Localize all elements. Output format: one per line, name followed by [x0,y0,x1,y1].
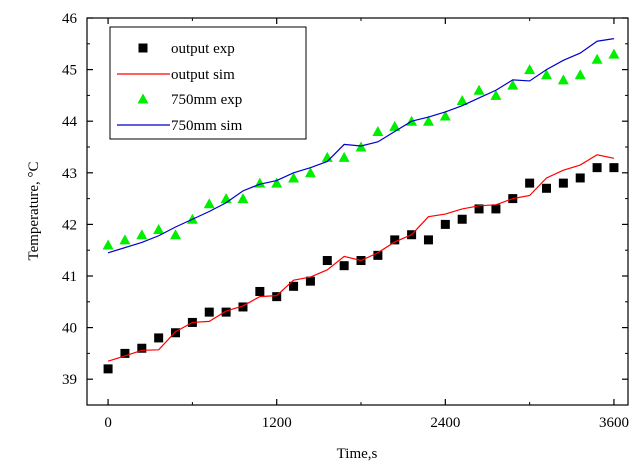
data-point [136,229,148,240]
series-0 [103,163,619,374]
data-point [440,219,450,229]
data-point [237,193,249,204]
data-point [137,343,147,353]
data-point [525,178,535,188]
data-point [238,302,248,312]
data-point [255,286,265,296]
data-point [372,126,384,137]
data-point [305,276,315,286]
legend-label: output sim [171,67,235,83]
data-point [220,193,232,204]
data-point [507,79,519,90]
y-tick-label: 40 [62,321,77,337]
data-point [574,69,586,80]
plot-frame [86,17,629,406]
data-point [473,84,485,95]
legend-label: 750mm sim [171,118,243,134]
data-point [575,173,585,183]
series-line [107,38,615,254]
y-axis-title: Temperature, °C [26,161,42,260]
data-point [289,281,299,291]
legend: output exp output sim 750mm exp 750mm sim [109,26,307,140]
y-tick-label: 41 [62,269,77,285]
y-tick-label: 42 [62,217,77,233]
data-point [558,178,568,188]
legend-label: 750mm exp [171,92,242,108]
data-point [203,198,215,209]
x-tick-label: 0 [104,415,112,431]
x-tick-label: 2400 [430,415,460,431]
data-point [288,172,300,183]
data-point [439,110,451,121]
data-point [170,229,182,240]
data-point [423,235,433,245]
data-point [540,69,552,80]
data-point [541,183,551,193]
legend-label: output exp [171,41,235,57]
data-point [120,348,130,358]
data-point [204,307,214,317]
data-point [221,307,231,317]
data-point [491,204,501,214]
data-point [524,64,536,75]
data-point [490,89,502,100]
x-tick-label: 1200 [262,415,292,431]
data-point [272,292,282,302]
legend-swatch-marker [137,93,149,104]
data-point [390,235,400,245]
data-point [119,234,131,245]
data-point [102,239,114,250]
data-point [389,120,401,131]
data-point [591,53,603,64]
data-point [457,214,467,224]
data-point [422,115,434,126]
y-tick-label: 46 [62,11,78,27]
data-point [304,167,316,178]
y-tick-label: 45 [62,63,77,79]
data-point [338,151,350,162]
data-point [322,256,332,266]
data-point [456,95,468,106]
y-tick-label: 43 [62,166,77,182]
data-point [557,74,569,85]
data-point [339,261,349,271]
data-point [474,204,484,214]
y-tick-label: 44 [62,114,78,130]
legend-swatch-marker [138,43,148,53]
plot-area [86,17,629,406]
data-point [592,163,602,173]
series-3 [107,38,615,254]
y-axis: 39 40 41 42 43 44 45 46 [62,11,628,406]
data-point [103,364,113,374]
data-point [608,48,620,59]
series-line [107,154,615,362]
data-point [609,163,619,173]
y-tick-label: 39 [62,372,77,388]
data-point [373,250,383,260]
series-1 [107,154,615,362]
data-point [171,328,181,338]
x-axis: 0 1200 2400 3600 [104,18,629,431]
data-point [271,177,283,188]
x-axis-title: Time,s [337,446,378,462]
data-point [153,224,165,235]
data-point [154,333,164,343]
series-layer [102,38,620,374]
x-tick-label: 3600 [599,415,629,431]
series-2 [102,48,620,250]
